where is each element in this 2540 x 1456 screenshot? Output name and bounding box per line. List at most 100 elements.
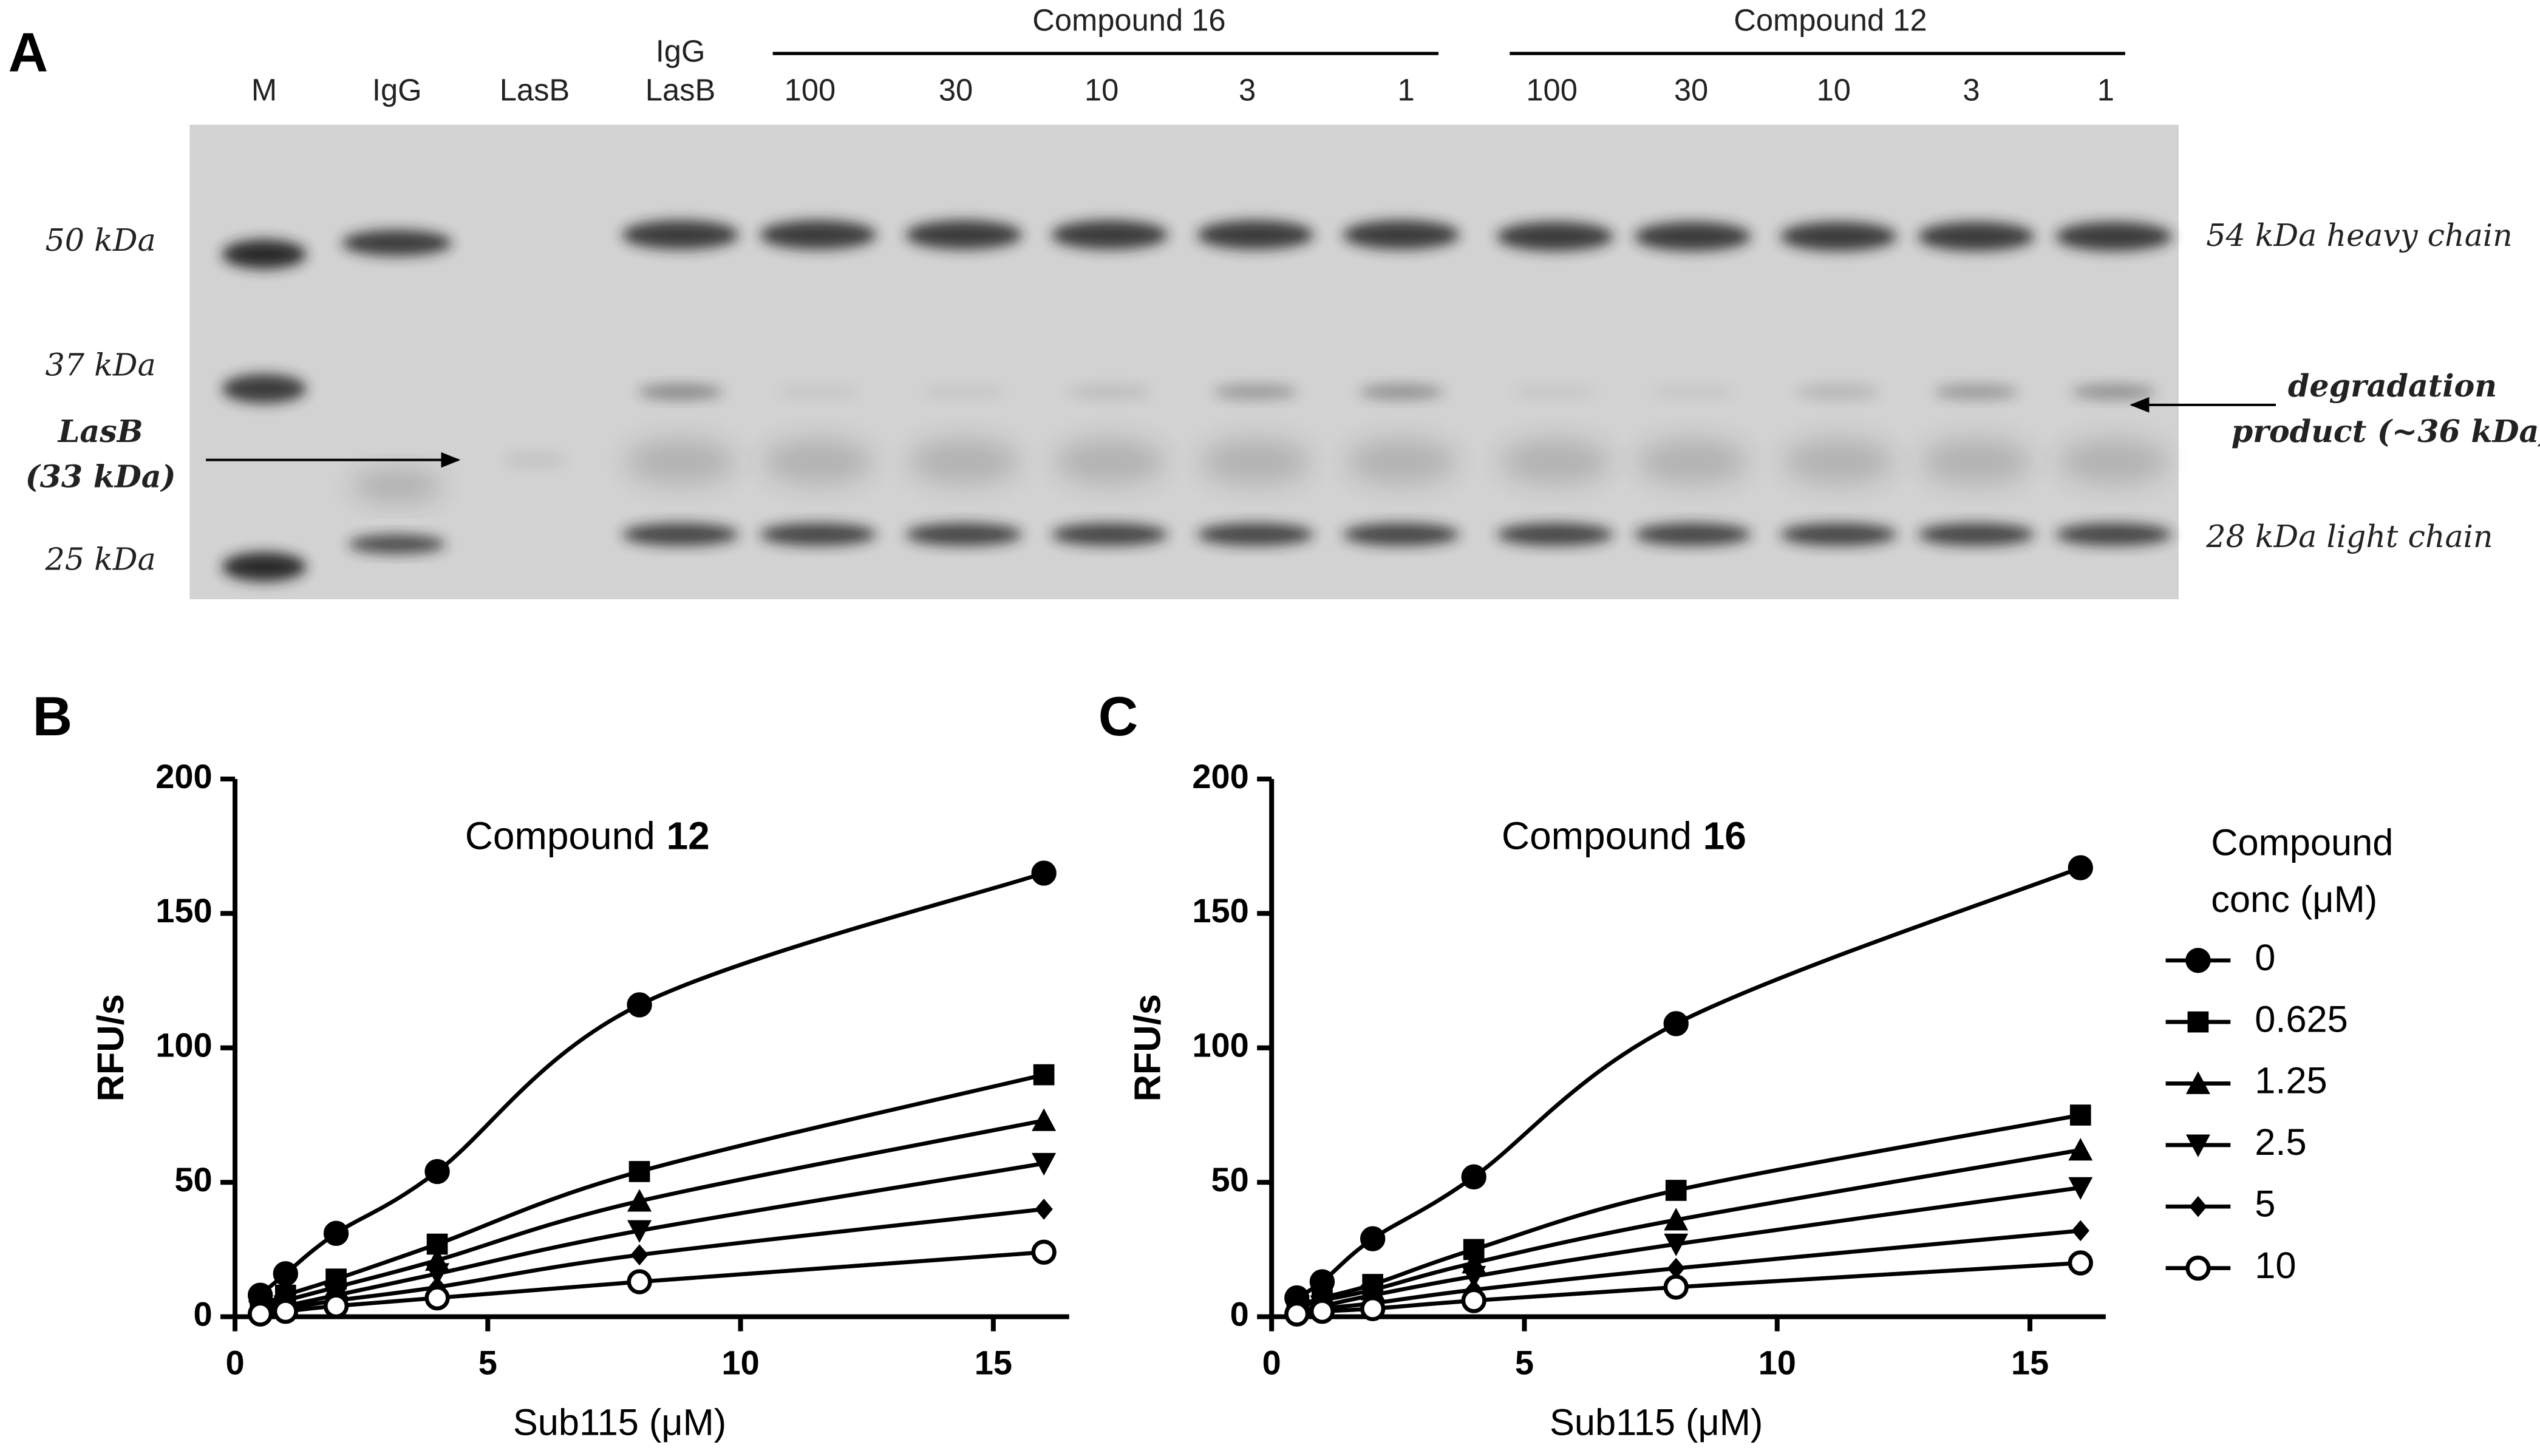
marker [627, 1220, 652, 1243]
fit-line [1296, 1148, 2081, 1311]
band [760, 220, 877, 250]
band [775, 384, 860, 400]
marker [273, 1299, 298, 1324]
band [622, 220, 739, 250]
y-tick-label: 100 [1192, 1026, 1248, 1064]
marker [2185, 1255, 2211, 1281]
band [222, 239, 307, 269]
band [1634, 523, 1751, 546]
band [1780, 222, 1897, 251]
band [638, 384, 723, 400]
chart-title: Compound 16 [1502, 814, 1746, 858]
marker-label: 25 kDa [45, 542, 156, 577]
marker [1664, 1233, 1689, 1257]
fit-line [260, 1250, 1044, 1316]
marker [1031, 1239, 1057, 1265]
band [352, 469, 443, 502]
title-text: Compound [465, 814, 655, 858]
marker-label: (33 kDa) [26, 458, 176, 495]
marker [1461, 1288, 1486, 1313]
x-tick-label: 5 [1515, 1343, 1534, 1381]
marker [273, 1261, 298, 1287]
fit-line [259, 871, 1045, 1297]
marker [2185, 1071, 2210, 1094]
lane-label: LasB [645, 72, 716, 107]
lane-label: 10 [1817, 72, 1851, 107]
panel-label: B [33, 686, 73, 747]
band [348, 534, 446, 554]
marker [424, 1285, 450, 1311]
band [1650, 384, 1735, 400]
marker [630, 1244, 649, 1266]
marker [2185, 948, 2211, 973]
marker-label: LasB [57, 413, 143, 449]
band [1213, 384, 1298, 400]
y-tick-label: 50 [1211, 1160, 1249, 1199]
y-tick-label: 150 [1192, 891, 1248, 930]
band-label: degradation [2288, 367, 2497, 404]
band [1780, 523, 1897, 546]
y-tick-label: 200 [1192, 757, 1248, 795]
band [1513, 384, 1598, 400]
band-label: 54 kDa heavy chain [2206, 217, 2512, 253]
band [760, 523, 877, 546]
marker [1663, 1011, 1689, 1036]
x-tick-label: 0 [1262, 1343, 1281, 1381]
marker [2068, 1138, 2093, 1161]
band [2055, 222, 2173, 251]
band [342, 230, 452, 256]
marker [1035, 1199, 1053, 1220]
legend-label: 0.625 [2255, 998, 2348, 1040]
marker [1462, 1265, 1486, 1289]
fit-line [259, 1207, 1044, 1316]
marker [2068, 1250, 2093, 1276]
marker [247, 1301, 273, 1327]
x-tick-label: 10 [1759, 1343, 1796, 1381]
marker [2068, 855, 2093, 880]
band [1197, 220, 1314, 250]
legend-label: 0 [2255, 937, 2275, 979]
fit-line [259, 1118, 1044, 1311]
band [1638, 438, 1748, 485]
legend-label: 2.5 [2255, 1121, 2306, 1163]
lane-label: M [251, 72, 277, 107]
band [222, 374, 307, 404]
band [1500, 438, 1610, 485]
fit-line [259, 1072, 1044, 1308]
marker [1309, 1299, 1335, 1324]
marker [2187, 1011, 2209, 1033]
title-number: 12 [666, 814, 709, 858]
gel-bands [222, 220, 2173, 582]
x-axis-label: Sub115 (μM) [513, 1402, 726, 1444]
band [1918, 523, 2035, 546]
lane-label: 100 [785, 72, 836, 107]
band [1783, 438, 1894, 485]
marker [1360, 1226, 1386, 1251]
band [222, 552, 307, 582]
lane-label: IgG [372, 72, 422, 107]
panel-label: A [9, 22, 49, 83]
y-tick-label: 50 [174, 1160, 212, 1199]
band [625, 438, 736, 485]
marker [1461, 1164, 1486, 1190]
marker [2185, 1134, 2210, 1157]
y-tick-label: 150 [155, 891, 212, 930]
y-axis-label: RFU/s [90, 994, 132, 1101]
fit-line [1296, 866, 2082, 1300]
x-tick-label: 0 [225, 1343, 244, 1381]
y-tick-label: 100 [155, 1026, 212, 1064]
marker [1031, 860, 1057, 886]
marker-label: 37 kDa [46, 347, 156, 383]
y-axis-label: RFU/s [1126, 994, 1168, 1101]
band [622, 523, 739, 546]
y-tick-label: 200 [155, 757, 212, 795]
band [1496, 523, 1613, 546]
lane-label: LasB [500, 72, 570, 107]
marker [323, 1220, 349, 1247]
band [2071, 384, 2156, 400]
lane-label: 10 [1084, 72, 1118, 107]
band [1918, 222, 2035, 251]
marker [1664, 1208, 1689, 1231]
marker [1033, 1064, 1055, 1086]
